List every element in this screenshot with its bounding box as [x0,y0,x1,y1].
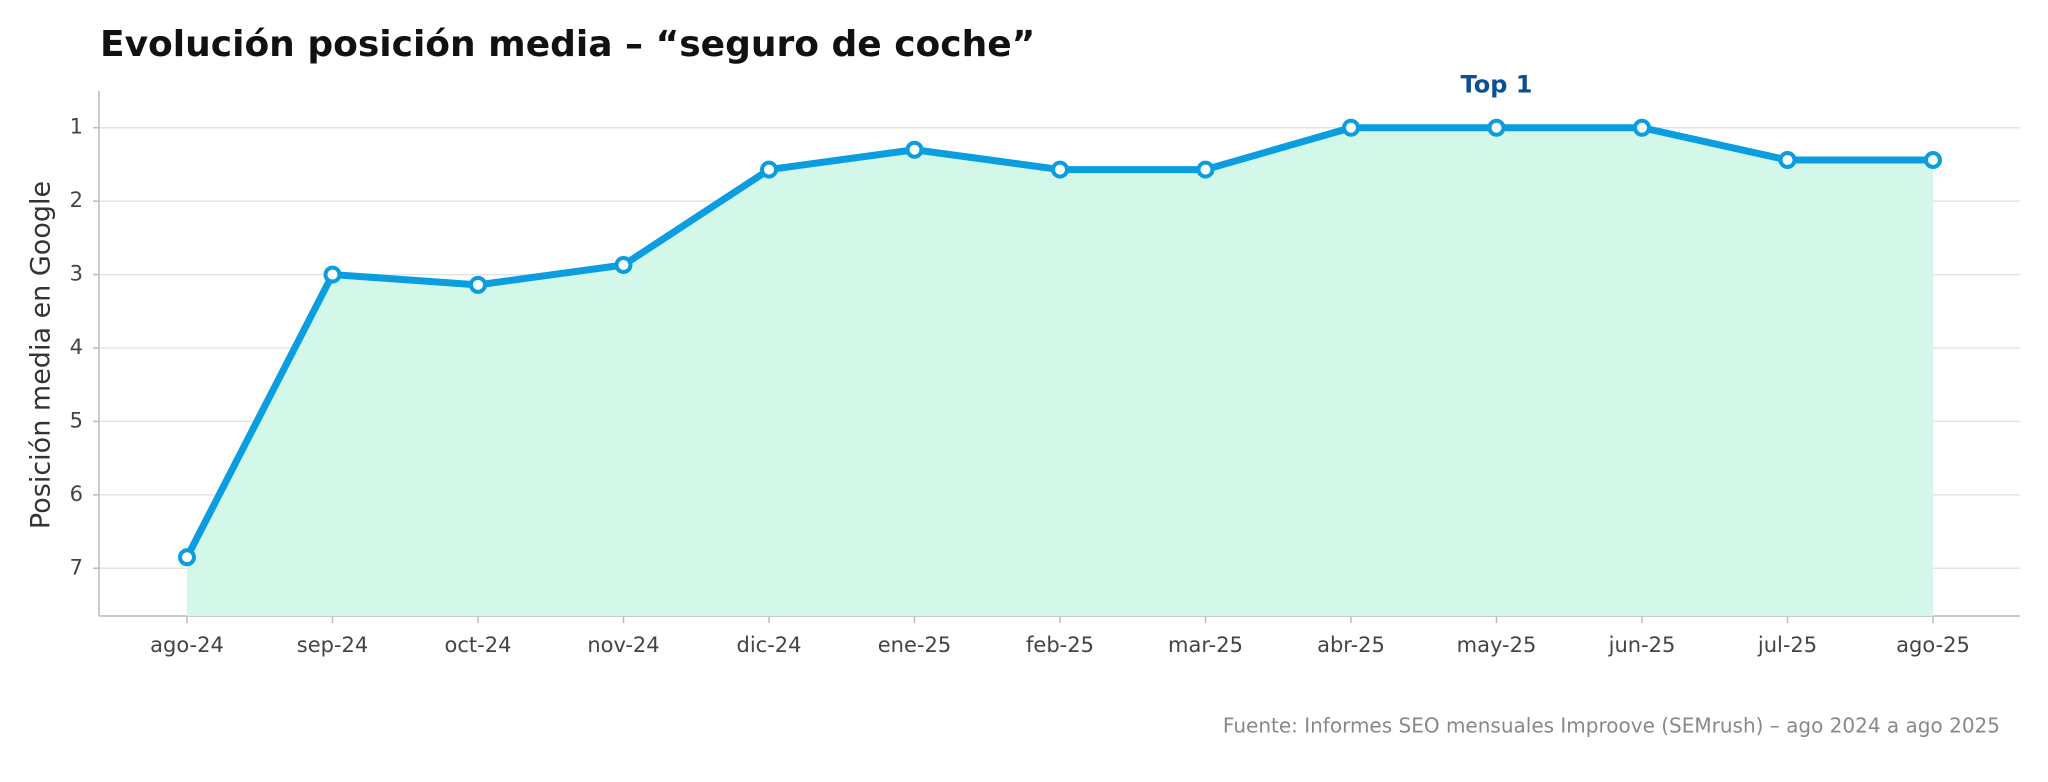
marker [178,548,196,567]
y-tick-label: 6 [70,482,83,506]
x-tick-label: dic-24 [736,633,801,657]
x-tick-label: ene-25 [878,633,951,657]
marker [323,265,342,284]
x-tick-label: jun-25 [1608,633,1676,657]
marker [760,160,778,179]
marker [469,275,487,294]
x-tick-label: nov-24 [587,633,659,657]
annotation: Top 1 [1461,71,1533,99]
marker [1633,118,1651,137]
y-tick-label: 4 [70,335,83,359]
x-tick-label: feb-25 [1026,633,1094,657]
source-note: Fuente: Informes SEO mensuales Improove … [1223,714,2000,738]
marker [1487,118,1506,137]
marker [1342,118,1360,137]
x-tick-label: ago-24 [150,633,224,657]
marker [1196,160,1215,179]
area [187,127,1933,616]
y-tick-label: 7 [70,555,83,579]
x-tick-label: may-25 [1457,633,1537,657]
x-tick-label: sep-24 [297,633,369,657]
marker [905,140,924,159]
x-tick-label: mar-25 [1168,633,1243,657]
marker [1924,151,1942,170]
marker [614,256,633,275]
x-tick-label: abr-25 [1317,633,1385,657]
chart-title: Evolución posición media – “seguro de co… [100,24,1035,65]
y-tick-label: 1 [70,115,83,139]
x-tick-label: jul-25 [1757,633,1817,657]
y-tick-label: 5 [70,408,83,432]
y-tick-label: 3 [70,262,83,286]
marker [1051,160,1069,179]
y-tick-label: 2 [70,188,83,212]
marker [1778,151,1797,170]
x-tick-label: ago-25 [1896,633,1970,657]
x-tick-label: oct-24 [445,633,512,657]
y-axis-label: Posición media en Google [26,181,57,529]
